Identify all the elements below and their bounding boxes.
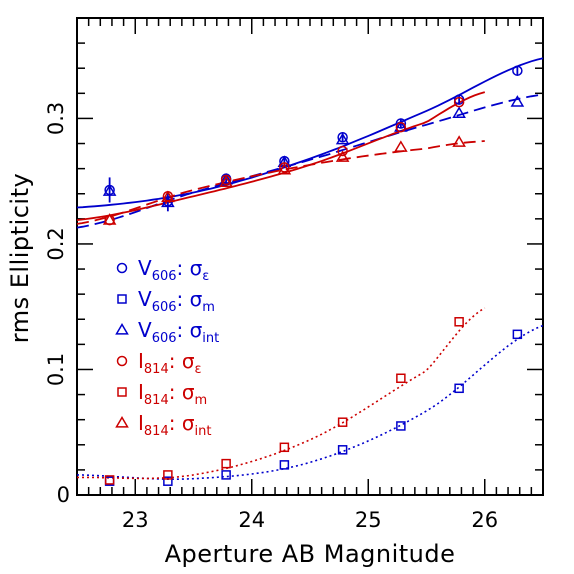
data-point xyxy=(395,121,407,133)
legend-label: I814: σm xyxy=(138,380,207,408)
data-point xyxy=(221,458,231,469)
data-point xyxy=(335,132,350,145)
data-point xyxy=(512,329,523,340)
tick-labels: 23 24 25 26 0 0.1 0.2 0.3 xyxy=(44,102,498,532)
data-point xyxy=(277,155,292,167)
data-point xyxy=(163,476,173,486)
data-point xyxy=(452,106,466,118)
data-point xyxy=(221,470,231,480)
data-point xyxy=(161,190,175,203)
legend-marker xyxy=(115,416,129,428)
data-point xyxy=(102,184,117,196)
legend-marker xyxy=(115,323,129,335)
data-point xyxy=(512,65,523,76)
y-tick-label: 0 xyxy=(57,483,70,507)
fit-line xyxy=(76,140,485,225)
legend-label: V606: σint xyxy=(138,318,219,346)
y-tick-label: 0.1 xyxy=(44,353,68,386)
data-point xyxy=(279,162,290,173)
data-point xyxy=(279,442,290,453)
data-point xyxy=(279,460,290,470)
data-point xyxy=(337,145,348,157)
legend-label: V606: σm xyxy=(138,287,215,315)
data-point xyxy=(510,95,525,107)
data-point xyxy=(452,135,466,147)
fit-line xyxy=(76,324,544,480)
legend: V606: σε V606: σm V606: σint I814: σε I814: … xyxy=(115,256,219,439)
legend-marker xyxy=(117,294,127,304)
data-point xyxy=(163,470,173,480)
y-tick-label: 0.3 xyxy=(44,102,68,135)
x-tick-label: 24 xyxy=(238,508,265,532)
legend-marker xyxy=(116,262,128,274)
y-axis-label: rms Ellipticity xyxy=(6,173,34,343)
legend-label: V606: σε xyxy=(138,256,209,284)
data-point xyxy=(277,162,292,175)
legend-marker xyxy=(116,355,128,367)
data-point xyxy=(102,213,117,225)
x-tick-label: 23 xyxy=(122,508,149,532)
data-point xyxy=(454,383,464,394)
fit-line xyxy=(76,57,544,209)
data-point xyxy=(396,421,406,431)
data-point xyxy=(394,140,408,152)
data-point xyxy=(396,373,406,384)
x-tick-label: 26 xyxy=(471,508,498,532)
legend-marker xyxy=(117,387,127,397)
data-markers xyxy=(102,65,525,486)
data-point xyxy=(337,417,348,427)
data-point xyxy=(454,317,464,327)
data-point xyxy=(337,445,348,455)
data-point xyxy=(453,96,465,108)
legend-label: I814: σint xyxy=(138,411,211,439)
data-point xyxy=(335,150,350,162)
legend-label: I814: σε xyxy=(138,349,202,377)
data-point xyxy=(104,475,115,485)
y-tick-label: 0.2 xyxy=(44,227,68,260)
data-point xyxy=(219,175,233,188)
data-point xyxy=(220,174,232,186)
x-axis-label: Aperture AB Magnitude xyxy=(165,540,456,568)
x-tick-label: 25 xyxy=(355,508,382,532)
axis-ticks xyxy=(76,17,544,496)
data-point xyxy=(395,118,407,129)
data-point xyxy=(337,132,348,143)
